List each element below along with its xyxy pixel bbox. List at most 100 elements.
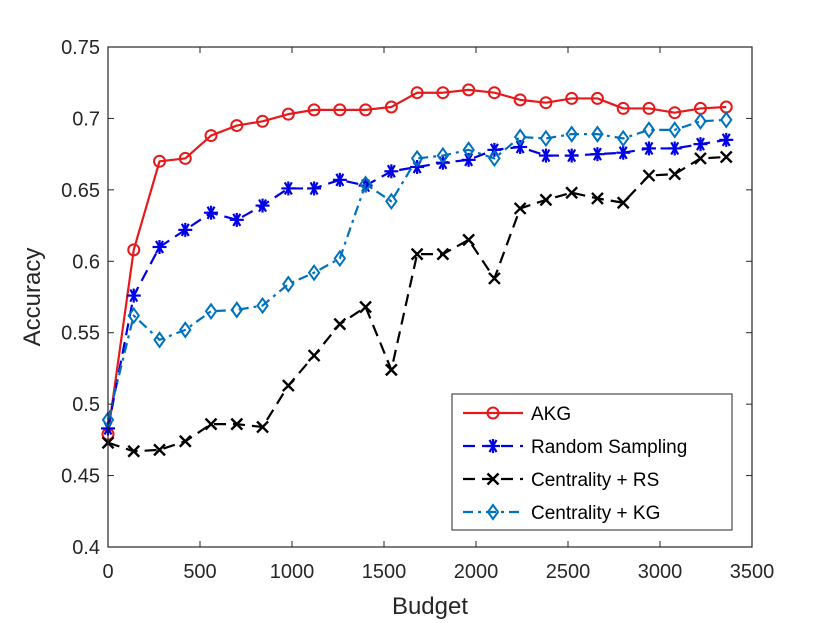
- data-point: [255, 198, 270, 213]
- data-point: [179, 321, 192, 339]
- data-point: [565, 91, 579, 105]
- plot-frame: [107, 46, 753, 548]
- data-point: [462, 141, 475, 159]
- data-point: [126, 288, 141, 303]
- data-point: [436, 146, 450, 165]
- data-point: [127, 444, 141, 458]
- data-point: [307, 103, 321, 117]
- data-point: [539, 193, 553, 207]
- data-point: [693, 137, 708, 152]
- data-point: [385, 363, 398, 377]
- x-tick-label: 500: [183, 561, 216, 583]
- data-point: [668, 121, 681, 139]
- data-point: [333, 317, 347, 331]
- data-point: [513, 128, 527, 146]
- legend-marker: [486, 472, 500, 486]
- x-tick-label: 3000: [638, 561, 683, 583]
- data-point: [591, 192, 604, 205]
- x-tick-label: 3500: [730, 561, 775, 583]
- legend: AKG Random Sampling Centrality + RS Central…: [451, 393, 733, 531]
- series-line: [106, 88, 727, 435]
- series-centrality-kg: [101, 111, 733, 429]
- data-point: [488, 272, 501, 285]
- data-point: [359, 103, 373, 117]
- data-point: [256, 296, 269, 315]
- data-point: [359, 300, 372, 314]
- data-point: [719, 111, 733, 129]
- data-point: [333, 249, 347, 268]
- y-tick-label: 0.45: [61, 466, 100, 488]
- legend-label: Random Sampling: [531, 437, 687, 458]
- data-point: [513, 93, 527, 107]
- data-point: [384, 164, 399, 179]
- data-point: [565, 186, 579, 200]
- data-point: [462, 83, 476, 97]
- data-point: [152, 240, 167, 254]
- data-point: [668, 167, 682, 181]
- y-tick-label: 0.75: [61, 37, 100, 59]
- data-point: [668, 106, 682, 120]
- data-point: [256, 114, 270, 128]
- y-tick-label: 0.6: [72, 251, 100, 273]
- x-tick-label: 2500: [546, 561, 591, 583]
- series-random-sampling: [101, 132, 734, 436]
- data-point: [256, 420, 269, 434]
- legend-label: Centrality + KG: [531, 503, 660, 524]
- y-axis-ticks: 0.4 0.45 0.5 0.55 0.6 0.65 0.7 0.75: [61, 37, 752, 559]
- data-point: [359, 175, 372, 193]
- data-point: [307, 181, 322, 196]
- data-point: [436, 86, 450, 100]
- data-point: [230, 417, 244, 431]
- x-axis-title: Budget: [392, 593, 468, 620]
- data-point: [282, 275, 295, 293]
- data-point: [564, 148, 579, 163]
- data-point: [127, 243, 141, 257]
- data-point: [667, 141, 682, 156]
- data-point: [719, 132, 734, 147]
- data-point: [590, 147, 605, 162]
- x-tick-label: 1500: [362, 561, 407, 583]
- data-point: [642, 101, 656, 115]
- data-point: [565, 125, 578, 143]
- y-tick-label: 0.7: [72, 108, 100, 130]
- data-point: [153, 154, 167, 168]
- data-point: [641, 141, 656, 156]
- legend-entry: Centrality + KG: [463, 503, 660, 524]
- data-point: [539, 96, 553, 110]
- legend-marker: [486, 503, 500, 521]
- data-point: [513, 140, 528, 154]
- x-tick-label: 0: [102, 561, 113, 583]
- data-point: [591, 125, 604, 143]
- data-point: [616, 196, 630, 210]
- data-point: [384, 100, 398, 114]
- y-tick-label: 0.4: [72, 537, 100, 559]
- data-point: [642, 121, 656, 139]
- legend-label: Centrality + RS: [531, 470, 659, 491]
- data-point: [281, 107, 295, 121]
- data-point: [153, 331, 166, 349]
- data-point: [127, 306, 141, 325]
- data-point: [385, 192, 398, 210]
- data-point: [281, 181, 296, 196]
- legend-entry: Centrality + RS: [463, 470, 659, 491]
- legend-label: AKG: [531, 404, 571, 425]
- y-tick-label: 0.5: [72, 394, 100, 416]
- legend-marker: [486, 439, 500, 453]
- data-point: [488, 149, 501, 168]
- data-point: [230, 301, 244, 319]
- legend-entry: AKG: [463, 404, 571, 425]
- data-point: [281, 379, 295, 392]
- y-tick-label: 0.65: [61, 180, 100, 202]
- data-point: [616, 101, 630, 115]
- data-point: [229, 212, 244, 227]
- legend-box: [451, 393, 733, 531]
- data-point: [332, 172, 347, 187]
- data-point: [590, 91, 604, 105]
- data-point: [410, 149, 424, 168]
- data-point: [616, 129, 630, 148]
- data-point: [462, 233, 475, 247]
- legend-marker: [486, 406, 500, 420]
- series-line: [106, 118, 727, 421]
